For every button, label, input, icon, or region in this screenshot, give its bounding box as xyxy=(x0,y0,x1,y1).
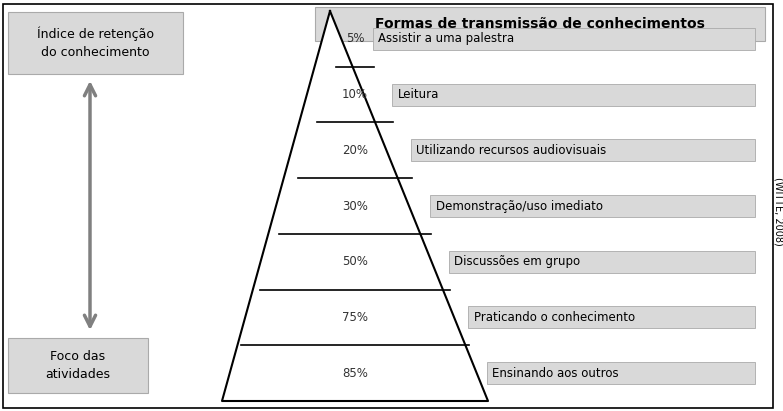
Text: 50%: 50% xyxy=(342,255,368,268)
Text: Leitura: Leitura xyxy=(398,88,439,101)
FancyBboxPatch shape xyxy=(392,83,755,106)
Text: (WITTE, 2008): (WITTE, 2008) xyxy=(773,177,783,245)
Polygon shape xyxy=(222,11,488,401)
FancyBboxPatch shape xyxy=(8,338,148,393)
Text: Discussões em grupo: Discussões em grupo xyxy=(454,255,581,268)
FancyBboxPatch shape xyxy=(410,139,755,161)
FancyBboxPatch shape xyxy=(373,28,755,50)
Text: Demonstração/uso imediato: Demonstração/uso imediato xyxy=(435,199,602,212)
Text: 10%: 10% xyxy=(342,88,368,101)
Text: 75%: 75% xyxy=(342,311,368,324)
FancyBboxPatch shape xyxy=(430,195,755,217)
Text: 5%: 5% xyxy=(346,32,364,45)
Text: 30%: 30% xyxy=(342,199,368,212)
Text: Índice de retenção
do conhecimento: Índice de retenção do conhecimento xyxy=(37,27,154,59)
Text: 20%: 20% xyxy=(342,144,368,157)
FancyBboxPatch shape xyxy=(315,7,765,41)
FancyBboxPatch shape xyxy=(467,307,755,328)
FancyBboxPatch shape xyxy=(486,362,755,384)
Text: Formas de transmissão de conhecimentos: Formas de transmissão de conhecimentos xyxy=(375,17,705,31)
FancyBboxPatch shape xyxy=(8,12,183,74)
Text: 85%: 85% xyxy=(342,367,368,380)
Text: Praticando o conhecimento: Praticando o conhecimento xyxy=(474,311,635,324)
FancyBboxPatch shape xyxy=(3,4,773,408)
Text: Ensinando aos outros: Ensinando aos outros xyxy=(493,367,619,380)
Text: Utilizando recursos audiovisuais: Utilizando recursos audiovisuais xyxy=(417,144,607,157)
Text: Foco das
atividades: Foco das atividades xyxy=(45,350,110,381)
Text: Assistir a uma palestra: Assistir a uma palestra xyxy=(378,32,514,45)
FancyBboxPatch shape xyxy=(449,251,755,273)
